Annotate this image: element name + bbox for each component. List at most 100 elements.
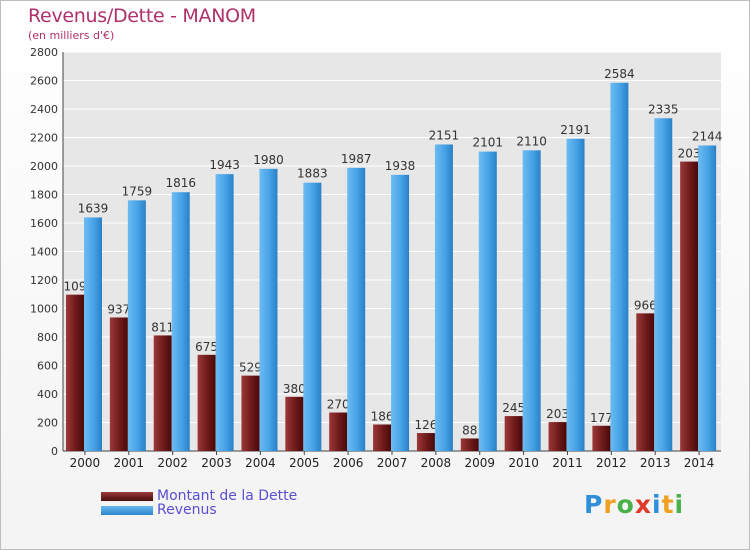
logo-letter: i (674, 490, 685, 519)
bar-dette (285, 396, 304, 451)
data-label-dette: 675 (195, 340, 218, 354)
legend-item-revenus: Revenus (101, 502, 217, 518)
y-tick-label: 1800 (30, 189, 58, 202)
logo-letter: t (661, 490, 675, 519)
x-tick-label: 2014 (684, 456, 715, 470)
y-tick-label: 200 (37, 417, 58, 430)
bar-dette (680, 161, 699, 451)
data-label-revenus: 2584 (604, 67, 635, 81)
legend-label-revenus: Revenus (157, 502, 217, 518)
bar-dette (197, 354, 216, 451)
data-label-dette: 109 (64, 280, 87, 294)
bar-revenus (654, 118, 673, 451)
data-label-dette: 529 (239, 361, 262, 375)
bar-dette (66, 294, 84, 451)
bar-revenus (478, 151, 497, 452)
bar-revenus (215, 174, 234, 451)
legend-swatch-revenus (101, 505, 153, 515)
bar-revenus (434, 144, 453, 452)
data-label-dette: 203 (678, 147, 701, 161)
bar-dette (373, 424, 392, 451)
data-label-revenus: 1759 (122, 184, 153, 198)
bar-revenus (259, 168, 278, 451)
logo-letter: r (603, 490, 617, 519)
logo-letter: P (584, 490, 604, 519)
y-tick-label: 0 (51, 445, 58, 458)
data-label-dette: 270 (327, 398, 350, 412)
data-label-revenus: 2151 (429, 128, 460, 142)
x-tick-label: 2007 (377, 456, 408, 470)
data-label-dette: 380 (283, 382, 306, 396)
bar-dette (504, 416, 523, 451)
x-tick-label: 2010 (508, 456, 539, 470)
data-label-dette: 966 (634, 298, 657, 312)
bar-dette (548, 422, 567, 451)
proxiti-logo: Proxiti (584, 490, 684, 519)
x-tick-label: 2008 (421, 456, 452, 470)
x-tick-label: 2003 (201, 456, 232, 470)
x-tick-label: 2005 (289, 456, 320, 470)
bar-revenus (610, 82, 629, 451)
data-label-dette: 177 (590, 411, 613, 425)
logo-letter: o (616, 490, 635, 519)
legend-item-dette: Montant de la Dette (101, 488, 297, 504)
data-label-revenus: 2101 (473, 136, 504, 150)
y-tick-label: 1200 (30, 274, 58, 287)
data-label-dette: 245 (502, 401, 525, 415)
bar-dette (153, 335, 172, 451)
x-tick-label: 2006 (333, 456, 364, 470)
logo-letter: x (634, 490, 652, 519)
data-label-dette: 126 (414, 418, 437, 432)
bar-revenus (566, 138, 585, 451)
x-tick-label: 2009 (464, 456, 495, 470)
bar-dette (416, 433, 435, 451)
chart-subtitle: (en milliers d'€) (28, 29, 115, 42)
bar-dette (636, 313, 655, 451)
data-label-dette: 88 (462, 423, 477, 437)
data-label-revenus: 2144 (692, 129, 723, 143)
data-label-revenus: 1943 (209, 158, 240, 172)
data-label-dette: 203 (546, 407, 569, 421)
legend-swatch-dette (101, 491, 153, 501)
y-tick-label: 2000 (30, 160, 58, 173)
x-tick-label: 2013 (640, 456, 671, 470)
x-tick-label: 2011 (552, 456, 583, 470)
y-tick-label: 1600 (30, 217, 58, 230)
data-label-revenus: 1938 (385, 159, 416, 173)
bar-revenus (127, 200, 146, 451)
x-tick-label: 2001 (114, 456, 145, 470)
y-tick-label: 2200 (30, 132, 58, 145)
data-label-revenus: 1816 (165, 176, 196, 190)
bar-dette (241, 375, 260, 451)
data-label-revenus: 2335 (648, 102, 679, 116)
y-tick-label: 2600 (30, 75, 58, 88)
bar-revenus (84, 217, 102, 451)
y-tick-label: 600 (37, 360, 58, 373)
y-tick-label: 400 (37, 388, 58, 401)
legend-label-dette: Montant de la Dette (157, 488, 298, 504)
bar-revenus (347, 167, 366, 452)
data-label-revenus: 1980 (253, 153, 284, 167)
y-tick-label: 2800 (30, 46, 58, 59)
data-label-revenus: 1987 (341, 152, 372, 166)
y-tick-label: 1000 (30, 303, 58, 316)
chart-title: Revenus/Dette - MANOM (28, 5, 256, 27)
data-label-revenus: 2110 (516, 134, 547, 148)
data-label-dette: 811 (151, 320, 174, 334)
bar-dette (109, 317, 128, 451)
x-tick-label: 2002 (157, 456, 188, 470)
data-label-dette: 186 (371, 409, 394, 423)
data-label-revenus: 1883 (297, 167, 328, 181)
bar-dette (460, 438, 479, 451)
bar-revenus (303, 182, 322, 452)
bar-revenus (171, 192, 190, 451)
x-tick-label: 2012 (596, 456, 627, 470)
logo-letter: i (652, 490, 662, 519)
bar-revenus (522, 150, 541, 451)
bar-revenus (391, 174, 410, 451)
x-tick-label: 2000 (70, 456, 101, 470)
bar-revenus (698, 145, 717, 452)
data-label-revenus: 2191 (560, 123, 591, 137)
